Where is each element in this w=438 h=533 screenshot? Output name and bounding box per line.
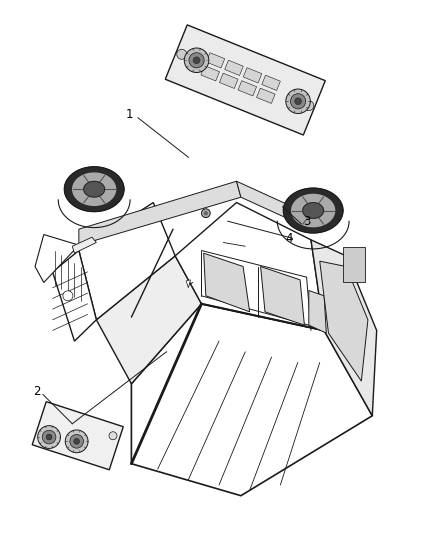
- Circle shape: [184, 48, 209, 72]
- Polygon shape: [237, 181, 311, 229]
- Polygon shape: [311, 240, 377, 416]
- Polygon shape: [243, 68, 262, 83]
- Polygon shape: [206, 53, 225, 68]
- Text: 4: 4: [285, 232, 293, 245]
- Polygon shape: [204, 253, 250, 312]
- Polygon shape: [79, 203, 175, 320]
- Polygon shape: [225, 60, 243, 76]
- Circle shape: [286, 89, 311, 114]
- Text: 3: 3: [303, 215, 310, 228]
- Circle shape: [290, 94, 306, 109]
- Circle shape: [65, 430, 88, 453]
- Polygon shape: [186, 280, 191, 288]
- Circle shape: [193, 57, 200, 64]
- Polygon shape: [131, 304, 372, 496]
- Circle shape: [38, 426, 60, 448]
- Bar: [343, 246, 365, 281]
- Polygon shape: [84, 181, 105, 197]
- Polygon shape: [96, 256, 201, 384]
- Polygon shape: [292, 195, 335, 227]
- Polygon shape: [175, 203, 324, 330]
- Circle shape: [39, 432, 46, 440]
- Circle shape: [109, 432, 117, 440]
- Circle shape: [189, 53, 204, 68]
- Polygon shape: [201, 66, 219, 81]
- Polygon shape: [283, 188, 343, 233]
- Circle shape: [304, 101, 314, 111]
- Text: 1: 1: [125, 108, 133, 121]
- Circle shape: [201, 209, 210, 217]
- Polygon shape: [72, 237, 96, 253]
- Polygon shape: [303, 203, 324, 219]
- Polygon shape: [320, 261, 368, 381]
- Polygon shape: [64, 167, 124, 212]
- Polygon shape: [73, 173, 116, 205]
- Circle shape: [63, 291, 73, 301]
- Circle shape: [177, 49, 187, 59]
- Polygon shape: [53, 251, 96, 341]
- Polygon shape: [32, 402, 123, 470]
- Text: 2: 2: [33, 385, 41, 398]
- Circle shape: [70, 434, 84, 448]
- Circle shape: [295, 98, 301, 104]
- Polygon shape: [35, 235, 79, 282]
- Polygon shape: [165, 25, 325, 135]
- Circle shape: [204, 211, 208, 215]
- Polygon shape: [261, 266, 304, 325]
- Polygon shape: [79, 181, 241, 245]
- Polygon shape: [219, 73, 238, 88]
- Circle shape: [74, 439, 79, 444]
- Polygon shape: [257, 88, 275, 103]
- Circle shape: [46, 434, 52, 440]
- Polygon shape: [262, 75, 280, 91]
- Polygon shape: [238, 80, 257, 96]
- Circle shape: [42, 430, 56, 444]
- Polygon shape: [309, 290, 326, 333]
